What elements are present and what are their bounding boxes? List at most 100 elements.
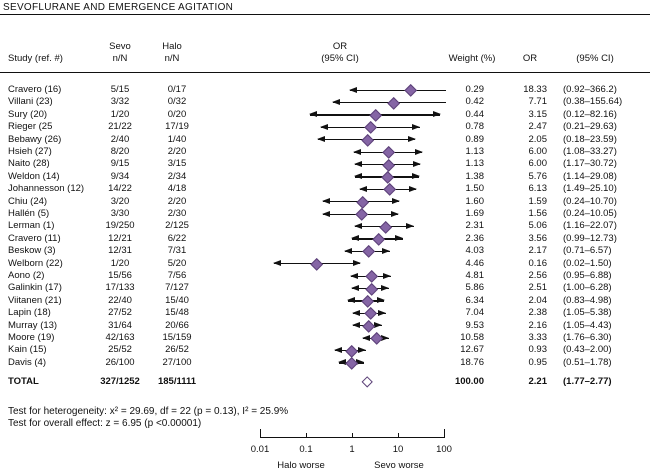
column-header-study: Study (ref. #) <box>8 53 63 64</box>
study-row: Murray (13) 31/64 20/66 9.53 2.16 (1.05–4.43) <box>0 319 650 334</box>
ci-right-arrow <box>378 309 387 316</box>
total-or-cell: 2.21 <box>528 376 548 387</box>
ci-left-arrow <box>347 297 356 304</box>
ci-left-arrow <box>349 86 358 93</box>
study-row: Beskow (3) 12/31 7/31 4.03 2.17 (0.71–6.57) <box>0 245 650 259</box>
study-cell: Villani (23) <box>8 96 53 108</box>
ci-left-arrow <box>362 334 371 341</box>
weight-cell: 1.69 <box>465 208 485 219</box>
ci-right-arrow <box>412 160 421 167</box>
column-header-or-plot-line2: (95% CI) <box>321 53 359 64</box>
halo-cell: 1/40 <box>167 133 187 145</box>
or-cell: 2.51 <box>528 282 548 294</box>
or-cell: 0.95 <box>528 356 548 368</box>
study-cell: Kain (15) <box>8 344 47 356</box>
halo-cell: 7/31 <box>167 245 187 257</box>
weight-cell: 4.03 <box>465 245 485 257</box>
halo-cell: 0/32 <box>167 96 187 108</box>
study-row: Hsieh (27) 8/20 2/20 1.13 6.00 (1.08–33.27) <box>0 146 650 160</box>
ci-right-arrow <box>390 210 399 217</box>
ci-cell: (1.08–33.27) <box>563 146 617 157</box>
ci-right-arrow <box>395 235 404 242</box>
sevo-cell: 2/40 <box>110 133 130 145</box>
sevo-cell: 3/30 <box>110 208 130 219</box>
sevo-cell: 27/52 <box>108 307 132 319</box>
study-cell: Lerman (1) <box>8 220 55 232</box>
weight-cell: 0.89 <box>465 133 485 145</box>
ci-left-arrow <box>353 222 362 229</box>
ci-cell: (0.24–10.05) <box>563 208 617 219</box>
ci-left-arrow <box>349 272 358 279</box>
axis-tick-label: 10 <box>392 444 404 455</box>
study-row: Bebawy (26) 2/40 1/40 0.89 2.05 (0.18–23.59) <box>0 133 650 148</box>
study-row: Lerman (1) 19/250 2/125 2.31 5.06 (1.16–22.07… <box>0 220 650 235</box>
study-row: Kain (15) 25/52 26/52 12.67 0.93 (0.43–2.00) <box>0 344 650 359</box>
axis-label-left: Halo worse <box>277 460 325 471</box>
axis-tick <box>443 429 445 438</box>
ci-right-arrow <box>382 247 391 254</box>
ci-cell: (0.43–2.00) <box>563 344 612 356</box>
sevo-cell: 3/20 <box>110 195 130 207</box>
study-cell: Galinkin (17) <box>8 282 62 294</box>
ci-cell: (0.71–6.57) <box>563 245 612 257</box>
ci-right-arrow <box>356 359 365 366</box>
sevo-cell: 26/100 <box>105 356 135 368</box>
weight-cell: 0.44 <box>465 108 485 120</box>
sevo-cell: 9/34 <box>110 170 130 182</box>
total-weight-cell: 100.00 <box>454 376 484 387</box>
weight-cell: 4.81 <box>465 270 485 281</box>
weight-cell: 0.42 <box>465 96 485 108</box>
study-cell: Johannesson (12) <box>8 183 85 195</box>
study-row: Aono (2) 15/56 7/56 4.81 2.56 (0.95–6.88) <box>0 270 650 284</box>
halo-cell: 0/20 <box>167 108 187 120</box>
column-header-halo-nn: n/N <box>164 53 180 64</box>
title-rule <box>0 13 650 15</box>
or-cell: 5.06 <box>528 220 548 232</box>
halo-cell: 26/52 <box>165 344 189 356</box>
ci-left-arrow <box>351 309 360 316</box>
ci-cell: (1.49–25.10) <box>563 183 617 195</box>
weight-cell: 0.78 <box>465 121 485 133</box>
study-cell: Sury (20) <box>8 108 48 120</box>
ci-cell: (0.21–29.63) <box>563 121 617 133</box>
study-row: Weldon (14) 9/34 2/34 1.38 5.76 (1.14–29.08) <box>0 170 650 185</box>
ci-left-arrow <box>354 160 363 167</box>
figure-title: SEVOFLURANE AND EMERGENCE AGITATION <box>3 2 234 13</box>
axis-tick <box>397 432 399 438</box>
or-cell: 2.38 <box>528 307 548 319</box>
halo-cell: 3/15 <box>167 158 187 170</box>
ci-left-arrow <box>322 210 331 217</box>
study-row: Hallén (5) 3/30 2/30 1.69 1.56 (0.24–10.05) <box>0 208 650 222</box>
total-or-diamond <box>361 376 374 389</box>
sevo-cell: 15/56 <box>108 270 132 281</box>
sevo-cell: 12/31 <box>108 245 132 257</box>
study-row: Viitanen (21) 22/40 15/40 6.34 2.04 (0.83–4.9… <box>0 295 650 309</box>
or-cell: 2.16 <box>528 319 548 331</box>
ci-left-arrow <box>350 235 359 242</box>
study-cell: Beskow (3) <box>8 245 56 257</box>
ci-right-arrow <box>358 346 367 353</box>
weight-cell: 5.86 <box>465 282 485 294</box>
study-row: Johannesson (12) 14/22 4/18 1.50 6.13 (1.49–2… <box>0 183 650 197</box>
study-row: Cravero (11) 12/21 6/22 2.36 3.56 (0.99–12.73… <box>0 232 650 247</box>
or-cell: 6.13 <box>528 183 548 195</box>
ci-right-arrow <box>411 173 420 180</box>
study-row: Davis (4) 26/100 27/100 18.76 0.95 (0.51–1.78… <box>0 356 650 371</box>
halo-cell: 15/48 <box>165 307 189 319</box>
ci-left-arrow <box>337 359 346 366</box>
sevo-cell: 14/22 <box>108 183 132 195</box>
study-cell: Welborn (22) <box>8 257 63 269</box>
ci-left-arrow <box>272 260 281 267</box>
column-header-halo-name: Halo <box>162 41 182 52</box>
study-cell: Aono (2) <box>8 270 45 281</box>
total-row: TOTAL 327/1252 185/1111 100.00 2.21 (1.77–2.7… <box>0 376 650 389</box>
column-header-sevo-nn: n/N <box>112 53 128 64</box>
ci-left-arrow <box>334 346 343 353</box>
total-sevo-cell: 327/1252 <box>100 376 140 387</box>
ci-right-arrow <box>381 284 390 291</box>
ci-right-arrow <box>374 322 383 329</box>
halo-cell: 5/20 <box>167 257 187 269</box>
ci-cell: (0.99–12.73) <box>563 232 617 244</box>
ci-cell: (1.00–6.28) <box>563 282 612 294</box>
